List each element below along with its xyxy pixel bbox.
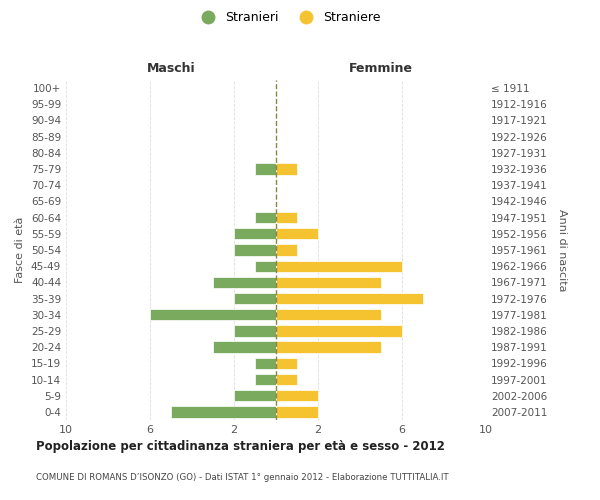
Text: COMUNE DI ROMANS D’ISONZO (GO) - Dati ISTAT 1° gennaio 2012 - Elaborazione TUTTI: COMUNE DI ROMANS D’ISONZO (GO) - Dati IS… — [36, 472, 449, 482]
Bar — [234, 326, 276, 336]
Bar — [255, 212, 276, 224]
Legend: Stranieri, Straniere: Stranieri, Straniere — [190, 6, 386, 29]
Bar — [255, 164, 276, 174]
Bar — [276, 342, 381, 353]
Text: Maschi: Maschi — [146, 62, 196, 75]
Y-axis label: Anni di nascita: Anni di nascita — [557, 208, 567, 291]
Bar — [234, 228, 276, 239]
Bar — [255, 260, 276, 272]
Bar — [276, 390, 318, 402]
Bar — [234, 390, 276, 402]
Bar — [234, 244, 276, 256]
Bar — [276, 164, 297, 174]
Bar — [276, 326, 402, 336]
Text: Femmine: Femmine — [349, 62, 413, 75]
Bar — [213, 342, 276, 353]
Bar — [213, 276, 276, 288]
Text: Popolazione per cittadinanza straniera per età e sesso - 2012: Popolazione per cittadinanza straniera p… — [36, 440, 445, 453]
Bar — [234, 293, 276, 304]
Bar — [276, 244, 297, 256]
Bar — [276, 406, 318, 417]
Bar — [276, 309, 381, 320]
Bar — [171, 406, 276, 417]
Y-axis label: Fasce di età: Fasce di età — [16, 217, 25, 283]
Bar — [276, 228, 318, 239]
Bar — [255, 374, 276, 385]
Bar — [255, 358, 276, 369]
Bar — [276, 293, 423, 304]
Bar — [150, 309, 276, 320]
Bar — [276, 358, 297, 369]
Bar — [276, 212, 297, 224]
Bar — [276, 260, 402, 272]
Bar — [276, 276, 381, 288]
Bar — [276, 374, 297, 385]
